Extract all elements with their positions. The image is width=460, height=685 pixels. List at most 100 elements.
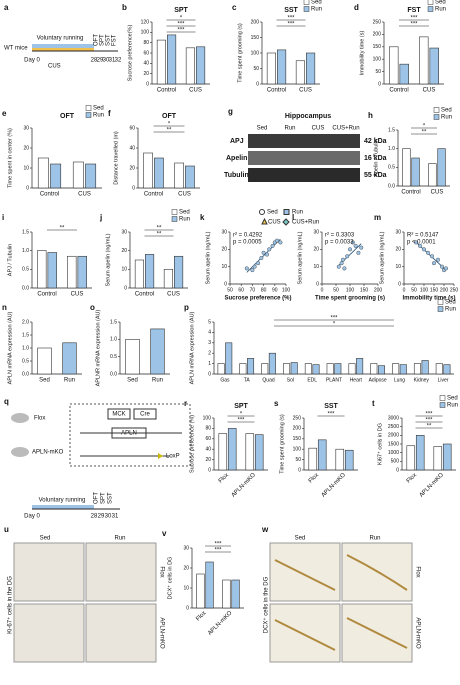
panel-letter: k: [200, 213, 205, 222]
bar: [266, 52, 276, 85]
x-tick-label: Run: [64, 378, 75, 384]
label: 31: [109, 58, 116, 64]
x-axis-title: Sucrose preference (%): [224, 296, 291, 302]
legend-swatch: [437, 299, 444, 305]
significance: ***: [327, 412, 335, 418]
x-tick-label: Lung: [394, 377, 405, 383]
bar: [419, 36, 429, 85]
bar: [433, 446, 443, 471]
mouse-icon: [11, 413, 29, 423]
construct-box: [69, 403, 191, 467]
bar: [334, 363, 342, 375]
significance: **: [60, 226, 65, 232]
y-tick-label: 0: [26, 185, 29, 191]
bar: [283, 363, 291, 375]
point: [440, 264, 445, 269]
y-tick-label: 0: [256, 81, 259, 87]
x-tick-label: 200: [440, 287, 449, 293]
label: APLN-mKO: [32, 450, 64, 456]
panel-letter: h: [368, 111, 373, 120]
legend-marker: [261, 217, 268, 225]
bar: [429, 47, 439, 85]
x-tick-label: Heart: [350, 377, 363, 383]
point: [436, 257, 441, 262]
x-tick-label: 0: [321, 287, 324, 293]
y-tick-label: 150: [293, 436, 302, 442]
label: Run: [369, 536, 380, 542]
bar: [437, 148, 446, 187]
significance: *: [333, 322, 336, 328]
y-tick-label: 20: [395, 247, 401, 253]
x-tick-label: CUS: [78, 192, 91, 198]
x-tick-label: Kidney: [414, 377, 430, 383]
panel-letter: b: [122, 3, 127, 12]
panel-letter: s: [274, 399, 279, 408]
y-tick-label: 0.0: [110, 371, 117, 377]
y-tick-label: 1500: [388, 441, 399, 447]
blot-band: [248, 151, 360, 165]
gene-box: [133, 408, 157, 420]
label: LoxP: [166, 454, 180, 460]
annotation: p < 0.0001: [407, 240, 436, 246]
legend-label: CUS+Run: [292, 220, 319, 226]
y-tick-label: 0: [224, 281, 227, 287]
label: CUS: [312, 126, 325, 132]
bar: [413, 363, 421, 375]
legend-label: CUS: [268, 220, 281, 226]
x-tick-label: Sed: [127, 378, 138, 384]
significance: **: [167, 128, 172, 134]
y-tick-label: 20: [205, 457, 211, 463]
x-tick-label: CUS: [189, 88, 202, 94]
point: [250, 268, 255, 273]
legend-label: Run: [311, 7, 322, 13]
label: 28: [91, 58, 98, 64]
significance: ***: [425, 418, 433, 424]
y-tick-label: 30: [121, 229, 127, 235]
label: Flox: [414, 566, 420, 577]
bar: [134, 259, 144, 289]
y-tick-label: 200: [251, 19, 260, 25]
panel-letter: w: [261, 525, 269, 534]
y-axis-title: Serum apelin (ng/mL): [297, 231, 303, 284]
bar: [428, 163, 437, 187]
point: [359, 245, 364, 250]
y-tick-label: 0: [208, 371, 211, 377]
point: [345, 254, 350, 259]
label: Apelin: [226, 155, 247, 162]
legend-marker: [282, 218, 290, 226]
y-axis-title: APLN mRNA expression (AU): [189, 311, 195, 384]
micrograph: [85, 603, 157, 663]
x-tick-label: Control: [389, 88, 408, 94]
bar: [399, 364, 407, 375]
x-tick-label: Control: [37, 292, 56, 298]
y-tick-label: 1000: [388, 450, 399, 456]
y-tick-label: 0.5: [22, 267, 29, 273]
label: 29: [97, 58, 104, 64]
y-tick-label: 20: [129, 165, 135, 171]
x-tick-label: 100: [346, 287, 355, 293]
point: [342, 266, 347, 271]
significance: ***: [214, 548, 222, 554]
point: [350, 240, 355, 245]
x-tick-label: Adipose: [369, 377, 387, 383]
legend-label: Run: [93, 113, 104, 119]
bar: [392, 363, 400, 375]
significance: *: [180, 16, 183, 22]
bar: [295, 60, 305, 85]
y-tick-label: 0.5: [110, 354, 117, 360]
y-tick-label: 2000: [388, 433, 399, 439]
label: 30: [105, 514, 112, 520]
y-axis-title: APLN mRNA expression (AU): [7, 311, 13, 384]
x-tick-label: Flox: [406, 472, 418, 484]
legend-swatch: [171, 216, 178, 222]
bar: [37, 250, 47, 289]
y-tick-label: 2: [208, 351, 211, 357]
label: WT mice: [4, 46, 28, 52]
legend-swatch: [433, 114, 440, 120]
point: [261, 250, 266, 255]
bar: [308, 447, 318, 471]
significance: *: [240, 412, 243, 418]
significance: ***: [330, 316, 338, 322]
y-tick-label: 0.5: [22, 358, 29, 364]
